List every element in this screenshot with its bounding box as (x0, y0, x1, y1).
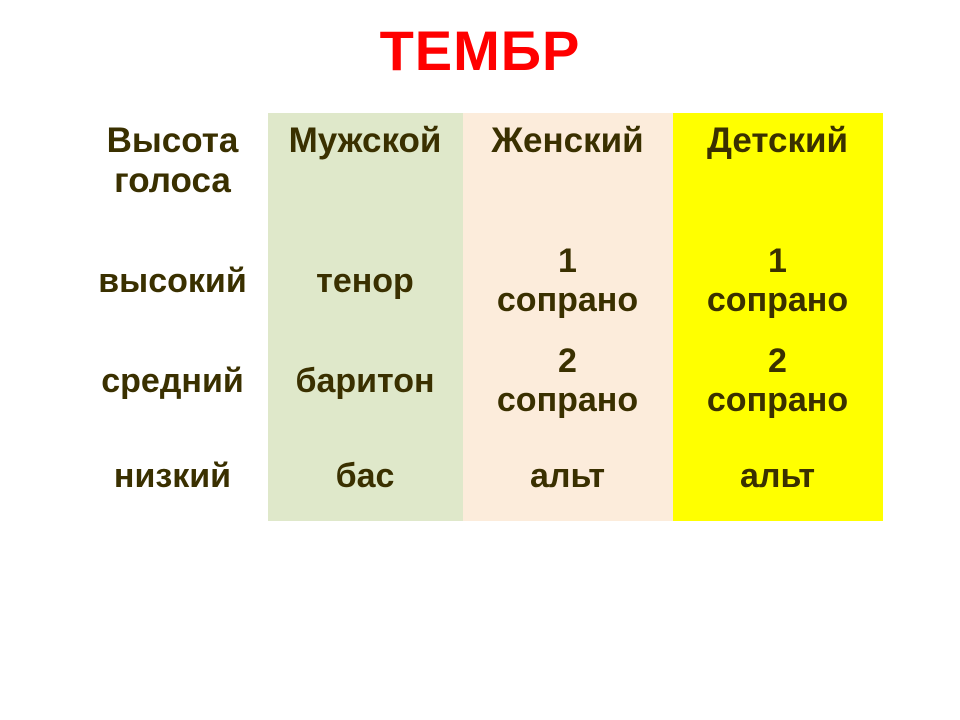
table-header-row: Высотаголоса Мужской Женский Детский (78, 113, 883, 231)
cell-pitch: высокий (78, 231, 268, 331)
col-header-female: Женский (463, 113, 673, 231)
cell-child: 2сопрано (673, 331, 883, 431)
cell-male: тенор (268, 231, 463, 331)
col-header-male: Мужской (268, 113, 463, 231)
table-row: средний баритон 2сопрано 2сопрано (78, 331, 883, 431)
table-row: высокий тенор 1сопрано 1сопрано (78, 231, 883, 331)
cell-child: альт (673, 431, 883, 521)
cell-female: альт (463, 431, 673, 521)
col-header-child: Детский (673, 113, 883, 231)
cell-male: бас (268, 431, 463, 521)
slide: ТЕМБР Высотаголоса Мужской Женский Детск… (0, 0, 960, 720)
cell-pitch: средний (78, 331, 268, 431)
table-container: Высотаголоса Мужской Женский Детский выс… (0, 113, 960, 521)
cell-pitch: низкий (78, 431, 268, 521)
table-row: низкий бас альт альт (78, 431, 883, 521)
cell-female: 1сопрано (463, 231, 673, 331)
timbre-table: Высотаголоса Мужской Женский Детский выс… (78, 113, 883, 521)
cell-female: 2сопрано (463, 331, 673, 431)
slide-title: ТЕМБР (0, 0, 960, 113)
col-header-pitch: Высотаголоса (78, 113, 268, 231)
cell-male: баритон (268, 331, 463, 431)
cell-child: 1сопрано (673, 231, 883, 331)
